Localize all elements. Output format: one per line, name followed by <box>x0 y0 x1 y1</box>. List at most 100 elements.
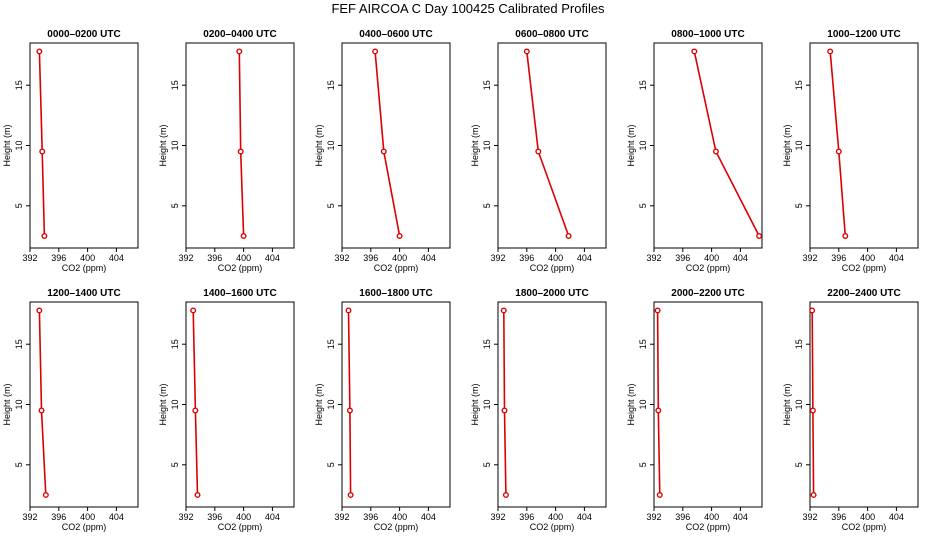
panel-title: 1000–1200 UTC <box>827 29 900 40</box>
y-axis-label: Height (m) <box>158 383 168 425</box>
profile-point <box>38 407 45 414</box>
panel-title: 0200–0400 UTC <box>203 29 276 40</box>
y-axis-label: Height (m) <box>314 124 324 166</box>
x-tick-label: 392 <box>334 253 349 263</box>
x-tick-label: 400 <box>80 512 95 522</box>
panel-title: 1200–1400 UTC <box>47 288 120 299</box>
y-tick-label: 15 <box>14 80 24 90</box>
x-axis-label: CO2 (ppm) <box>530 263 575 273</box>
y-tick-label: 15 <box>794 339 804 349</box>
x-tick-label: 400 <box>548 253 563 263</box>
x-tick-label: 392 <box>334 512 349 522</box>
y-tick-label: 5 <box>482 203 492 208</box>
profile-point <box>502 491 509 498</box>
y-tick-label: 5 <box>638 462 648 467</box>
panel-title: 0600–0800 UTC <box>515 29 588 40</box>
y-tick-label: 5 <box>170 203 180 208</box>
profile-point <box>842 232 849 239</box>
y-axis-label: Height (m) <box>2 383 12 425</box>
panel-title: 2200–2400 UTC <box>827 288 900 299</box>
panel-title: 1800–2000 UTC <box>515 288 588 299</box>
y-tick-label: 10 <box>638 399 648 409</box>
y-tick-label: 15 <box>794 80 804 90</box>
profile-point <box>756 232 763 239</box>
profile-line <box>238 51 245 236</box>
y-tick-label: 5 <box>14 203 24 208</box>
x-tick-label: 396 <box>519 253 534 263</box>
profile-point <box>535 148 542 155</box>
x-tick-label: 404 <box>421 253 436 263</box>
profile-point <box>240 232 247 239</box>
y-axis-label: Height (m) <box>2 124 12 166</box>
x-axis-label: CO2 (ppm) <box>686 263 731 273</box>
x-tick-label: 396 <box>675 512 690 522</box>
profile-line <box>503 310 507 495</box>
profile-line <box>38 310 47 495</box>
x-tick-label: 404 <box>889 253 904 263</box>
y-axis-label: Height (m) <box>626 383 636 425</box>
profile-point <box>41 232 48 239</box>
x-tick-label: 400 <box>236 253 251 263</box>
profile-point <box>827 48 834 55</box>
x-tick-label: 392 <box>802 253 817 263</box>
y-axis-label: Height (m) <box>626 124 636 166</box>
y-tick-label: 15 <box>14 339 24 349</box>
profile-point <box>347 491 354 498</box>
panel-title: 2000–2200 UTC <box>671 288 744 299</box>
x-tick-label: 392 <box>802 512 817 522</box>
plot-frame <box>29 301 139 508</box>
plot-frame <box>653 42 763 249</box>
x-tick-label: 396 <box>363 512 378 522</box>
y-tick-label: 10 <box>170 399 180 409</box>
y-axis-label: Height (m) <box>470 383 480 425</box>
profile-point <box>192 407 199 414</box>
plot-frame <box>341 301 451 508</box>
y-tick-label: 10 <box>638 140 648 150</box>
y-tick-label: 5 <box>794 203 804 208</box>
x-axis-label: CO2 (ppm) <box>842 522 887 532</box>
profile-point <box>194 491 201 498</box>
x-tick-label: 400 <box>392 253 407 263</box>
y-axis-label: Height (m) <box>782 124 792 166</box>
x-tick-label: 404 <box>889 512 904 522</box>
x-tick-label: 400 <box>548 512 563 522</box>
y-tick-label: 10 <box>326 399 336 409</box>
x-axis-label: CO2 (ppm) <box>530 522 575 532</box>
y-tick-label: 10 <box>794 140 804 150</box>
profile-point <box>835 148 842 155</box>
y-tick-label: 10 <box>482 140 492 150</box>
profile-point <box>523 48 530 55</box>
plot-frame <box>653 301 763 508</box>
x-tick-label: 396 <box>363 253 378 263</box>
x-tick-label: 396 <box>51 253 66 263</box>
panel-title: 0000–0200 UTC <box>47 29 120 40</box>
y-tick-label: 5 <box>794 462 804 467</box>
y-tick-label: 5 <box>170 462 180 467</box>
y-axis-label: Height (m) <box>782 383 792 425</box>
y-tick-label: 5 <box>482 462 492 467</box>
x-tick-label: 400 <box>860 512 875 522</box>
x-axis-label: CO2 (ppm) <box>218 522 263 532</box>
x-axis-label: CO2 (ppm) <box>374 522 419 532</box>
x-tick-label: 396 <box>51 512 66 522</box>
profile-point <box>345 307 352 314</box>
x-tick-label: 404 <box>733 512 748 522</box>
x-tick-label: 392 <box>22 253 37 263</box>
profile-point <box>691 48 698 55</box>
y-tick-label: 15 <box>482 80 492 90</box>
x-axis-label: CO2 (ppm) <box>62 522 107 532</box>
profile-point <box>654 307 661 314</box>
profile-line <box>829 51 847 236</box>
profile-point <box>810 491 817 498</box>
x-tick-label: 396 <box>519 512 534 522</box>
x-tick-label: 404 <box>733 253 748 263</box>
y-tick-label: 10 <box>14 399 24 409</box>
panel-title: 0800–1000 UTC <box>671 29 744 40</box>
